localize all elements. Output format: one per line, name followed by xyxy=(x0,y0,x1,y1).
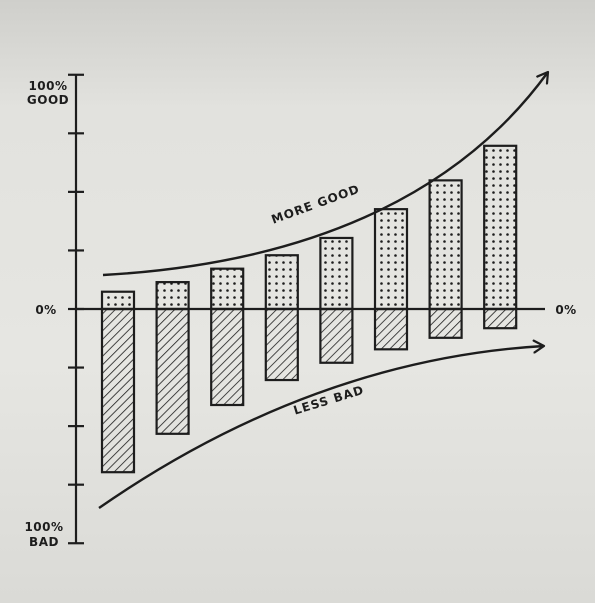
y-bottom-label-line2: BAD xyxy=(29,535,59,549)
bad-bar xyxy=(428,307,463,339)
good-bar xyxy=(319,236,354,311)
bars-group xyxy=(100,144,518,474)
bad-bar xyxy=(100,307,136,474)
bad-bar xyxy=(155,307,190,435)
good-bar xyxy=(155,281,190,311)
y-axis-ticks xyxy=(68,73,84,545)
y-bottom-label-line1: 100% xyxy=(24,520,63,534)
zero-label-left: 0% xyxy=(35,303,56,317)
bad-bar xyxy=(210,307,245,407)
bad-bar xyxy=(264,307,299,382)
bad-bar xyxy=(319,307,354,364)
good-bar xyxy=(483,144,518,311)
zero-label-right: 0% xyxy=(555,303,576,317)
good-bar xyxy=(264,254,299,311)
good-bar xyxy=(428,179,463,311)
bad-bar xyxy=(483,307,518,330)
less-bad-curve xyxy=(98,346,544,509)
good-bar xyxy=(210,267,245,311)
y-top-label-line1: 100% xyxy=(28,79,67,93)
more-good-curve xyxy=(102,72,548,277)
bad-bar xyxy=(373,307,409,351)
more-good-annotation: MORE GOOD xyxy=(270,182,362,227)
y-top-label-line2: GOOD xyxy=(27,93,69,107)
good-bar xyxy=(100,290,136,311)
good-bar xyxy=(373,208,409,311)
